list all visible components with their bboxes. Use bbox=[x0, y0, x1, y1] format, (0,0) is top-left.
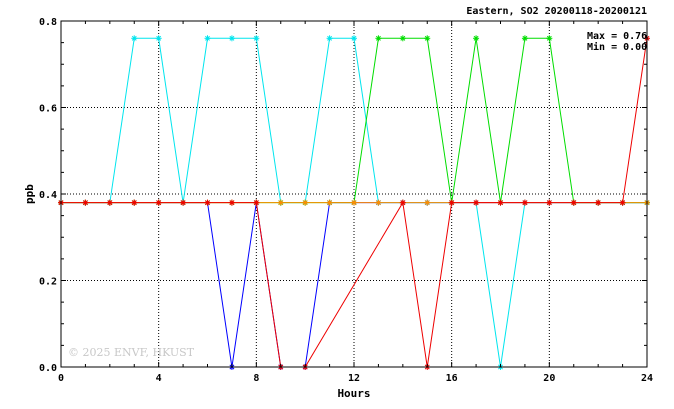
data-point bbox=[228, 199, 235, 206]
marker-d2 bbox=[473, 35, 479, 41]
x-tick-label: 24 bbox=[641, 373, 653, 384]
marker-d2 bbox=[229, 200, 235, 206]
data-point bbox=[424, 35, 431, 42]
marker-d2 bbox=[327, 200, 333, 206]
marker-d2 bbox=[180, 200, 186, 206]
series-line bbox=[61, 38, 648, 368]
data-point bbox=[351, 35, 357, 42]
data-point bbox=[619, 199, 626, 206]
marker-d2 bbox=[205, 35, 210, 41]
marker-d2 bbox=[278, 200, 284, 206]
marker-d2 bbox=[498, 200, 503, 206]
y-tick-label: 0.0 bbox=[39, 363, 57, 374]
marker-d2 bbox=[351, 35, 357, 41]
data-point bbox=[375, 199, 382, 206]
marker-d2 bbox=[571, 200, 577, 206]
data-point bbox=[302, 199, 309, 206]
data-point bbox=[399, 35, 406, 42]
data-point bbox=[253, 35, 260, 42]
data-point bbox=[546, 199, 553, 206]
marker-d2 bbox=[253, 35, 259, 41]
x-tick-label: 4 bbox=[156, 373, 162, 384]
marker-d2 bbox=[595, 200, 601, 206]
watermark: © 2025 ENVF, HKUST bbox=[68, 346, 195, 359]
data-point bbox=[375, 35, 382, 42]
data-point bbox=[204, 35, 211, 42]
marker-d2 bbox=[156, 200, 162, 206]
marker-d2 bbox=[351, 200, 357, 206]
max-stat: Max = 0.76 bbox=[587, 31, 647, 42]
data-point bbox=[326, 199, 333, 206]
marker-d2 bbox=[375, 200, 381, 206]
marker-d2 bbox=[107, 200, 113, 206]
marker-d2 bbox=[253, 200, 259, 206]
y-tick-label: 0.2 bbox=[39, 277, 57, 288]
x-tick-label: 0 bbox=[58, 373, 64, 384]
marker-d2 bbox=[156, 35, 162, 41]
data-point bbox=[82, 199, 89, 206]
y-tick-label: 0.4 bbox=[39, 190, 57, 201]
data-point bbox=[570, 199, 577, 206]
data-point bbox=[204, 199, 211, 206]
data-point bbox=[473, 199, 480, 206]
marker-d2 bbox=[546, 200, 552, 206]
x-tick-label: 20 bbox=[543, 373, 555, 384]
marker-d2 bbox=[205, 200, 210, 206]
data-point bbox=[228, 35, 235, 42]
marker-d2 bbox=[400, 35, 406, 41]
data-point bbox=[399, 199, 406, 206]
data-point bbox=[155, 35, 162, 42]
data-point bbox=[473, 35, 480, 42]
marker-d2 bbox=[620, 200, 626, 206]
data-point bbox=[497, 199, 504, 206]
data-point bbox=[131, 35, 138, 42]
series-5 bbox=[58, 35, 650, 370]
marker-d2 bbox=[546, 35, 552, 41]
marker-d2 bbox=[449, 200, 455, 206]
marker-d2 bbox=[473, 200, 479, 206]
marker-d2 bbox=[400, 200, 406, 206]
data-point bbox=[546, 35, 553, 42]
data-point bbox=[521, 35, 528, 42]
data-point bbox=[326, 35, 333, 42]
data-point bbox=[253, 199, 260, 206]
marker-d2 bbox=[424, 200, 430, 206]
x-axis-title: Hours bbox=[337, 387, 370, 400]
marker-d2 bbox=[131, 200, 137, 206]
data-point bbox=[448, 199, 455, 206]
marker-d2 bbox=[327, 35, 333, 41]
marker-d2 bbox=[82, 200, 88, 206]
axis-ticks: 0 4 8 12 16 20 24 0.0 0.2 0.4 0.6 0.8 bbox=[39, 17, 653, 384]
marker-d2 bbox=[522, 200, 528, 206]
data-point bbox=[180, 199, 187, 206]
x-tick-label: 8 bbox=[253, 373, 259, 384]
grid-lines bbox=[61, 21, 647, 367]
data-point bbox=[155, 199, 162, 206]
data-point bbox=[351, 199, 357, 206]
data-point bbox=[277, 199, 284, 206]
marker-d2 bbox=[302, 200, 308, 206]
y-axis-title: ppb bbox=[23, 184, 36, 204]
min-stat: Min = 0.00 bbox=[587, 41, 647, 53]
series-group bbox=[58, 35, 650, 370]
chart-title: Eastern, SO2 20200118-20200121 bbox=[466, 6, 647, 17]
y-tick-label: 0.6 bbox=[39, 104, 57, 115]
marker-d2 bbox=[424, 35, 430, 41]
marker-d2 bbox=[522, 35, 528, 41]
marker-d2 bbox=[229, 35, 235, 41]
data-point bbox=[131, 199, 138, 206]
data-point bbox=[521, 199, 528, 206]
marker-d2 bbox=[131, 35, 137, 41]
x-tick-label: 16 bbox=[446, 373, 458, 384]
data-point bbox=[595, 199, 602, 206]
x-tick-label: 12 bbox=[348, 373, 360, 384]
data-point bbox=[106, 199, 113, 206]
y-tick-label: 0.8 bbox=[39, 17, 57, 28]
marker-d2 bbox=[375, 35, 381, 41]
data-point bbox=[424, 199, 431, 206]
